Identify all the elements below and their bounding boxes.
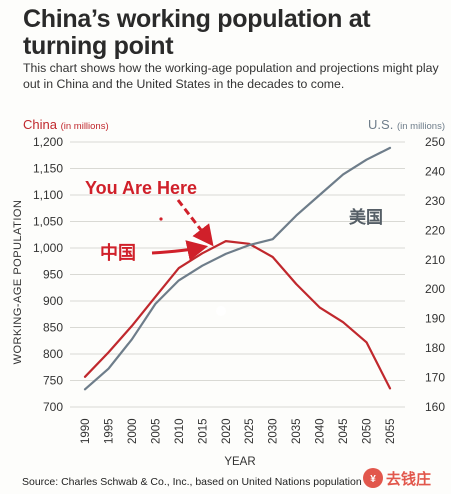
- china-series-line: [83, 240, 392, 390]
- x-tick-label: 2025: [244, 418, 256, 444]
- you-are-here-annotation: You Are Here: [85, 178, 197, 198]
- left-tick-label: 1,150: [33, 162, 63, 176]
- highlight-spot: [216, 306, 226, 316]
- right-tick-label: 210: [425, 253, 445, 267]
- source-note: Source: Charles Schwab & Co., Inc., base…: [22, 476, 362, 488]
- right-tick-label: 240: [425, 164, 445, 178]
- x-tick-label: 2000: [127, 418, 139, 444]
- right-axis-name: U.S.: [368, 117, 394, 132]
- right-axis-title: U.S. (in millions): [368, 117, 445, 132]
- left-tick-label: 1,050: [33, 215, 63, 229]
- left-axis-unit: (in millions): [60, 121, 109, 132]
- x-tick-label: 2015: [197, 418, 209, 444]
- us-series-line: [83, 146, 392, 391]
- china-label-arrow: [151, 240, 209, 261]
- right-axis-unit: (in millions): [396, 121, 445, 132]
- x-tick-label: 2010: [174, 418, 186, 444]
- x-axis-label: YEAR: [224, 456, 255, 468]
- x-tick-label: 1990: [80, 418, 92, 444]
- y-axis-label: WORKING-AGE POPULATION: [12, 200, 24, 365]
- right-tick-label: 220: [425, 223, 445, 237]
- x-tick-label: 2035: [291, 418, 303, 444]
- x-tick-label: 2055: [385, 418, 397, 444]
- left-axis-name: China: [23, 117, 57, 132]
- x-tick-label: 2040: [315, 418, 327, 444]
- left-tick-label: 900: [43, 294, 63, 308]
- stray-dot: [159, 217, 163, 221]
- chart-title: China’s working population at turning po…: [23, 5, 371, 60]
- you-are-here-arrow: [176, 199, 214, 247]
- left-tick-label: 750: [43, 374, 63, 388]
- x-tick-label: 1995: [103, 418, 115, 444]
- x-tick-label: 2030: [268, 418, 280, 444]
- left-tick-label: 850: [43, 321, 63, 335]
- watermark-logo: ¥ 去钱庄: [363, 468, 431, 488]
- left-tick-label: 1,200: [33, 135, 63, 149]
- right-tick-label: 180: [425, 341, 445, 355]
- x-tick-label: 2020: [221, 418, 233, 444]
- right-tick-label: 200: [425, 282, 445, 296]
- x-tick-label: 2045: [338, 418, 350, 444]
- left-axis-title: China (in millions): [23, 117, 109, 132]
- x-tick-label: 2050: [362, 418, 374, 444]
- right-tick-label: 230: [425, 194, 445, 208]
- x-tick-label: 2005: [150, 418, 162, 444]
- us-series-label: 美国: [349, 207, 383, 227]
- svg-text:¥: ¥: [370, 474, 376, 485]
- right-tick-label: 160: [425, 400, 445, 414]
- left-tick-label: 1,100: [33, 188, 63, 202]
- right-tick-label: 250: [425, 135, 445, 149]
- chart-subtitle: This chart shows how the working-age pop…: [23, 61, 439, 91]
- china-series-label: 中国: [100, 242, 136, 263]
- right-tick-label: 190: [425, 312, 445, 326]
- left-tick-label: 700: [43, 400, 63, 414]
- left-tick-label: 800: [43, 347, 63, 361]
- left-tick-label: 1,000: [33, 241, 63, 255]
- svg-text:去钱庄: 去钱庄: [386, 470, 431, 488]
- right-tick-label: 170: [425, 371, 445, 385]
- left-tick-label: 950: [43, 268, 63, 282]
